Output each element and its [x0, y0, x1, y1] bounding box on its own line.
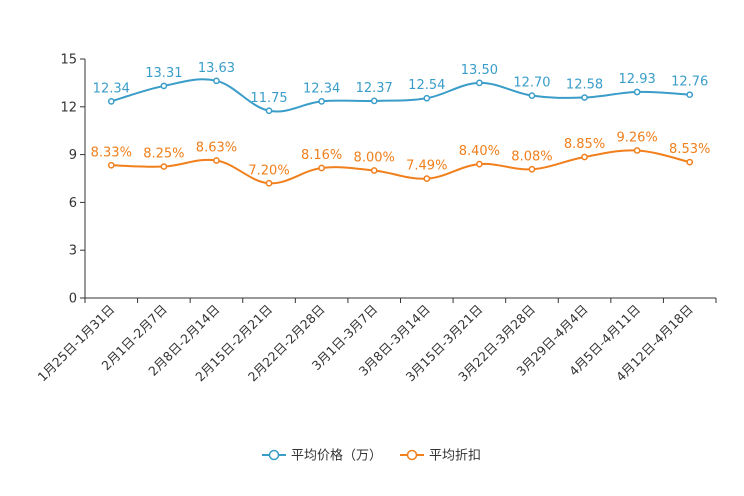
data-label: 8.85% [564, 137, 605, 152]
data-point[interactable] [318, 164, 325, 172]
data-label: 11.75 [250, 91, 287, 106]
data-point[interactable] [476, 160, 483, 168]
data-label: 8.40% [459, 144, 500, 159]
data-label: 8.08% [511, 149, 552, 164]
data-label: 8.16% [301, 148, 342, 163]
data-point[interactable] [423, 175, 431, 183]
legend-label: 平均折扣 [429, 449, 481, 464]
data-label: 13.50 [461, 63, 498, 78]
data-label: 12.70 [513, 76, 550, 91]
data-point[interactable] [581, 94, 588, 101]
data-point[interactable] [581, 153, 588, 161]
data-point[interactable] [370, 97, 378, 105]
data-label: 8.33% [91, 145, 132, 160]
data-label: 12.76 [671, 75, 708, 90]
data-point[interactable] [528, 165, 536, 173]
y-tick-label: 0 [69, 292, 77, 307]
data-point[interactable] [528, 92, 536, 99]
data-label: 7.49% [406, 159, 447, 174]
series-average-discount: 8.33% 8.25% 8.63% 7.20% 8.16% 8.00% 7.49% 8.40%… [91, 130, 710, 187]
y-tick-label: 15 [60, 53, 77, 68]
data-point[interactable] [370, 167, 378, 174]
data-label: 12.34 [93, 81, 130, 96]
data-label: 7.20% [248, 163, 289, 178]
data-point[interactable] [107, 161, 115, 169]
data-point[interactable] [633, 88, 641, 96]
data-label: 13.31 [145, 66, 182, 81]
y-tick-label: 6 [69, 196, 77, 211]
data-label: 12.54 [408, 78, 445, 93]
data-label: 12.58 [566, 78, 603, 93]
data-label: 8.25% [143, 147, 184, 162]
data-label: 8.53% [669, 142, 710, 157]
legend-swatch-marker [268, 449, 280, 461]
data-point[interactable] [633, 147, 641, 154]
series-line [111, 78, 690, 113]
data-point[interactable] [160, 82, 168, 90]
series-layer: 12.34 13.31 13.63 11.75 12.34 12.37 12.54 13.50… [91, 61, 710, 187]
data-point[interactable] [318, 98, 325, 105]
data-point[interactable] [686, 91, 694, 99]
legend-swatch-marker [406, 449, 418, 461]
data-point[interactable] [265, 107, 273, 115]
legend[interactable]: 平均价格（万） 平均折扣 [262, 448, 481, 464]
data-point[interactable] [476, 79, 483, 87]
data-label: 12.93 [619, 72, 656, 87]
y-tick-label: 3 [69, 244, 77, 259]
data-point[interactable] [107, 98, 115, 105]
data-label: 8.00% [354, 151, 395, 166]
x-tick-label: 1月25日-1月31日 [35, 302, 118, 385]
data-point[interactable] [160, 163, 168, 170]
data-point[interactable] [265, 179, 273, 187]
series-line [111, 149, 690, 185]
data-label: 9.26% [616, 130, 657, 145]
data-label: 8.63% [196, 140, 237, 155]
data-label: 12.37 [356, 81, 393, 96]
legend-item[interactable]: 平均价格（万） [262, 448, 382, 464]
legend-label: 平均价格（万） [291, 448, 382, 464]
data-point[interactable] [686, 158, 694, 166]
x-axis-ticks: 1月25日-1月31日2月1日-2月7日2月8日-2月14日2月15日-2月21… [35, 298, 717, 385]
data-label: 12.34 [303, 81, 340, 96]
y-tick-label: 9 [69, 148, 77, 163]
data-point[interactable] [213, 77, 220, 85]
data-label: 13.63 [198, 61, 235, 76]
y-axis-ticks: 0 3 6 9 12 15 [60, 53, 85, 307]
series-average-price: 12.34 13.31 13.63 11.75 12.34 12.37 12.54 13.50… [93, 61, 708, 115]
y-tick-label: 12 [60, 100, 77, 115]
data-point[interactable] [213, 157, 220, 164]
legend-item[interactable]: 平均折扣 [400, 449, 481, 464]
data-point[interactable] [423, 94, 431, 102]
